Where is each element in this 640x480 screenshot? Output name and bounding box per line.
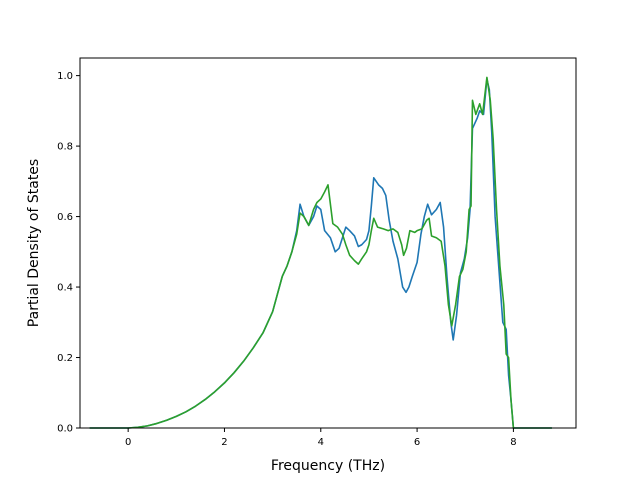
- x-tick-label: 8: [510, 437, 516, 448]
- plot-frame: [79, 57, 577, 429]
- x-tick-label: 6: [414, 437, 420, 448]
- y-tick-label: 0.4: [57, 283, 73, 294]
- x-axis-label: Frequency (THz): [271, 458, 385, 474]
- y-tick-label: 1.0: [57, 71, 73, 82]
- y-axis-label: Partial Density of States: [26, 159, 42, 327]
- y-tick-label: 0.6: [57, 212, 73, 223]
- x-axis-ticks: 0 2 4 6 8: [125, 428, 517, 448]
- y-tick-label: 0.8: [57, 142, 73, 153]
- x-tick-label: 0: [125, 437, 131, 448]
- y-tick-label: 0.0: [57, 424, 73, 435]
- series-layer: [89, 76, 552, 429]
- y-axis-ticks: 0.0 0.2 0.4 0.6 0.8 1.0: [57, 71, 80, 435]
- x-tick-label: 4: [318, 437, 324, 448]
- y-tick-label: 0.2: [57, 353, 73, 364]
- x-tick-label: 2: [221, 437, 227, 448]
- series-line-2: [89, 76, 552, 429]
